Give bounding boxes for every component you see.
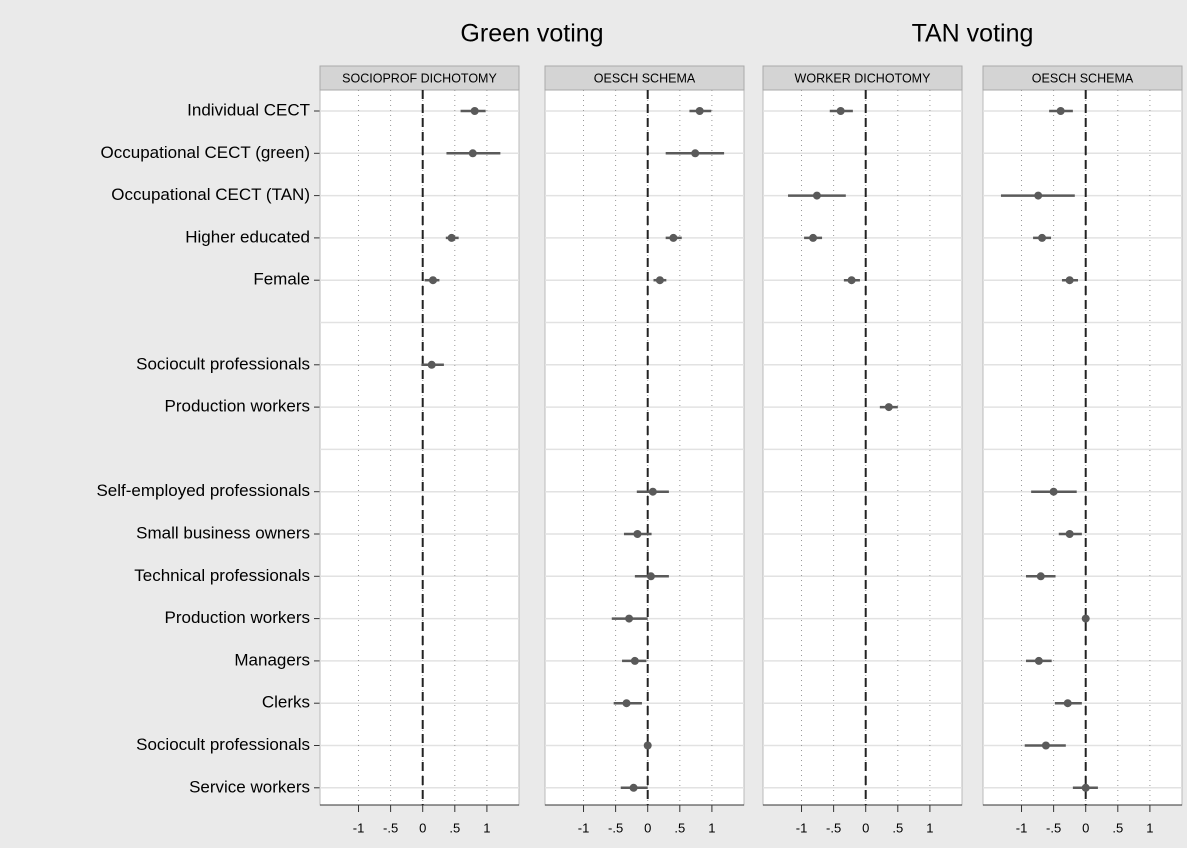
x-tick-label: 1 [483,820,490,835]
point-estimate [630,656,639,665]
point-estimate [447,233,456,242]
row-label: Clerks [262,693,310,712]
panel-title: WORKER DICHOTOMY [795,71,932,85]
point-estimate [809,233,818,242]
panel-title: OESCH SCHEMA [1032,71,1134,85]
x-tick-label: -1 [578,820,590,835]
point-estimate [691,149,700,158]
row-label: Managers [234,650,310,669]
row-label: Production workers [164,397,310,416]
row-label: Sociocult professionals [136,354,310,373]
row-label: Sociocult professionals [136,735,310,754]
point-estimate [695,107,704,115]
x-tick-label: .5 [449,820,460,835]
panel [762,89,963,806]
point-estimate [646,572,655,581]
point-estimate [836,107,845,115]
point-estimate [1081,783,1090,792]
point-estimate [884,403,893,412]
x-tick-label: -1 [353,820,365,835]
point-estimate [1056,107,1065,115]
point-estimate [669,233,678,242]
point-estimate [648,487,657,496]
x-tick-label: 0 [419,820,426,835]
point-estimate [468,149,477,158]
x-tick-label: -.5 [826,820,841,835]
x-tick-label: 0 [1082,820,1089,835]
point-estimate [1034,656,1043,665]
point-estimate [625,614,634,623]
x-tick-label: .5 [892,820,903,835]
point-estimate [427,360,436,369]
group-title: Green voting [460,20,603,48]
point-estimate [629,783,638,792]
panel-title: SOCIOPROF DICHOTOMY [342,71,497,85]
row-label: Individual CECT [187,100,310,119]
panel [544,89,745,806]
panel-header [319,65,520,91]
point-estimate [1063,699,1072,708]
x-tick-label: -1 [1016,820,1028,835]
point-estimate [812,191,821,200]
panel-header [982,65,1183,91]
x-tick-label: 1 [1146,820,1153,835]
point-estimate [428,276,437,285]
row-label: Higher educated [185,227,310,246]
x-tick-label: -.5 [1046,820,1061,835]
row-label: Small business owners [136,523,310,542]
panel-header [544,65,745,91]
row-label: Production workers [164,608,310,627]
x-tick-label: .5 [674,820,685,835]
panel [982,89,1183,806]
point-estimate [655,276,664,285]
point-estimate [1081,614,1090,623]
x-tick-label: -.5 [383,820,398,835]
panel [319,89,520,806]
point-estimate [622,699,631,708]
row-label: Occupational CECT (TAN) [111,185,310,204]
row-label: Female [253,270,310,289]
row-label: Technical professionals [134,566,310,585]
point-estimate [1038,233,1047,242]
point-estimate [847,276,856,285]
point-estimate [643,741,652,750]
panel-title: OESCH SCHEMA [594,71,696,85]
x-tick-label: -1 [796,820,808,835]
x-tick-label: .5 [1112,820,1123,835]
panel-header [762,65,963,91]
point-estimate [633,530,642,538]
x-tick-label: 0 [644,820,651,835]
row-label: Occupational CECT (green) [101,143,310,162]
x-tick-label: 1 [926,820,933,835]
point-estimate [1049,487,1058,496]
x-tick-label: 1 [708,820,715,835]
point-estimate [1034,191,1043,200]
point-estimate [470,107,479,115]
group-title: TAN voting [912,20,1034,48]
point-estimate [1065,530,1074,538]
x-tick-label: 0 [862,820,869,835]
point-estimate [1065,276,1074,285]
point-estimate [1041,741,1050,750]
x-tick-label: -.5 [608,820,623,835]
row-label: Self-employed professionals [96,481,310,500]
point-estimate [1036,572,1045,581]
row-label: Service workers [189,777,310,796]
